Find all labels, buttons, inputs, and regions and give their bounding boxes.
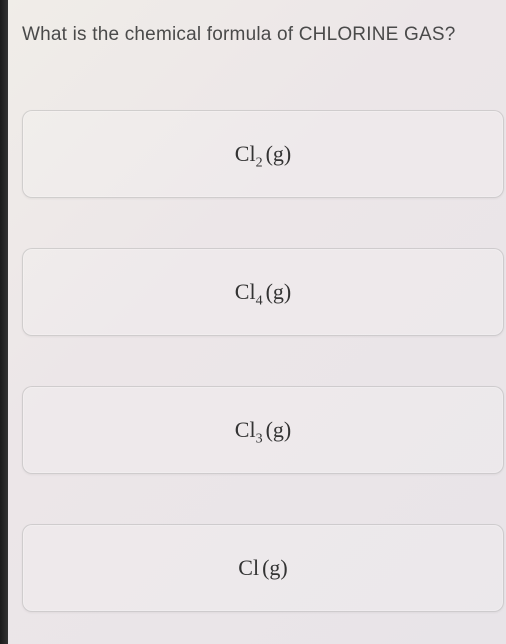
subscript: 2: [256, 155, 263, 170]
formula-2: Cl4(g): [235, 279, 291, 305]
answer-option-3[interactable]: Cl3(g): [22, 386, 504, 474]
answer-option-2[interactable]: Cl4(g): [22, 248, 504, 336]
state-label: (g): [266, 279, 292, 304]
subscript: 3: [256, 431, 263, 446]
subscript: 4: [256, 293, 263, 308]
formula-1: Cl2(g): [235, 141, 291, 167]
answer-options: Cl2(g) Cl4(g) Cl3(g) Cl(g): [22, 110, 502, 612]
state-label: (g): [266, 141, 292, 166]
element-symbol: Cl: [235, 279, 256, 304]
page-edge-shadow: [0, 0, 8, 644]
element-symbol: Cl: [238, 555, 259, 580]
question-text: What is the chemical formula of CHLORINE…: [22, 24, 502, 46]
state-label: (g): [266, 417, 292, 442]
formula-4: Cl(g): [238, 555, 287, 581]
formula-3: Cl3(g): [235, 417, 291, 443]
answer-option-1[interactable]: Cl2(g): [22, 110, 504, 198]
element-symbol: Cl: [235, 417, 256, 442]
state-label: (g): [262, 555, 288, 580]
answer-option-4[interactable]: Cl(g): [22, 524, 504, 612]
element-symbol: Cl: [235, 141, 256, 166]
quiz-page: What is the chemical formula of CHLORINE…: [0, 0, 506, 612]
